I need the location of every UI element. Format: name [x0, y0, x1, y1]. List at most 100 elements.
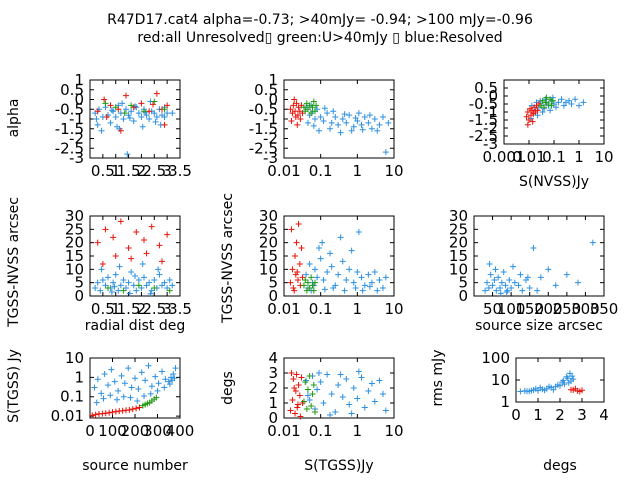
- figure-title-line2: red:all Unresolved▯ green:U>40mJy ▯ blue…: [137, 30, 502, 46]
- data-point: [328, 263, 335, 270]
- data-point: [570, 376, 577, 383]
- y-tick-label: 0.01: [51, 407, 84, 425]
- data-point: [121, 110, 128, 117]
- y-tick-label: 0: [268, 287, 278, 305]
- data-point: [153, 394, 160, 401]
- y-tick-label: -1.5: [249, 120, 278, 138]
- data-point: [115, 387, 122, 394]
- panels: 0.511.522.533.510.50-0.5-1-1.5-2-2.5-3al…: [6, 71, 618, 474]
- data-point: [385, 119, 392, 126]
- data-point: [365, 119, 372, 126]
- data-point: [111, 378, 118, 385]
- data-point: [545, 266, 552, 273]
- panel-p1: 0.511.522.533.510.50-0.5-1-1.5-2-2.5-3al…: [6, 71, 192, 180]
- data-point: [368, 279, 375, 286]
- data-point: [294, 121, 301, 128]
- data-point: [303, 406, 310, 412]
- data-point: [332, 409, 339, 415]
- data-point: [314, 386, 321, 393]
- data-point: [492, 266, 499, 273]
- data-point: [554, 381, 561, 388]
- data-point: [545, 101, 552, 107]
- data-point: [311, 108, 318, 115]
- x-tick-label: 150: [515, 300, 544, 318]
- data-point: [287, 407, 294, 414]
- data-point: [319, 239, 326, 246]
- data-point: [306, 261, 313, 267]
- data-point: [287, 279, 294, 286]
- y-axis-label: degs: [220, 371, 236, 405]
- data-point: [328, 391, 335, 397]
- y-axis-label: rms mJy: [430, 350, 446, 407]
- data-point: [311, 116, 318, 122]
- data-point: [343, 119, 350, 126]
- data-point: [156, 271, 163, 278]
- data-point: [164, 102, 171, 109]
- data-point: [374, 287, 381, 294]
- data-point: [310, 122, 317, 129]
- data-point: [310, 287, 317, 294]
- data-point: [569, 373, 576, 380]
- series-green: [139, 394, 160, 409]
- x-tick-label: 0.5: [91, 300, 115, 318]
- data-point: [150, 101, 156, 108]
- data-point: [92, 285, 99, 291]
- data-point: [143, 282, 150, 289]
- data-point: [92, 411, 99, 418]
- data-point: [528, 107, 535, 114]
- data-point: [526, 117, 532, 123]
- data-point: [93, 399, 100, 406]
- y-tick-label: 15: [449, 247, 468, 265]
- y-tick-label: -3: [263, 149, 278, 167]
- y-tick-label: 2: [268, 379, 278, 397]
- data-point: [498, 279, 505, 286]
- x-axis-label: source number: [82, 458, 188, 474]
- y-tick-label: 10: [65, 260, 84, 278]
- data-point: [524, 121, 531, 128]
- data-point: [328, 119, 335, 126]
- data-point: [135, 110, 142, 117]
- x-axis-label: S(NVSS)Jy: [519, 174, 589, 190]
- data-point: [358, 121, 365, 128]
- data-point: [491, 277, 498, 283]
- plot-frame: [473, 215, 605, 297]
- data-point: [330, 285, 337, 291]
- series-red: [94, 90, 171, 134]
- data-point: [308, 274, 315, 281]
- data-point: [304, 386, 311, 393]
- data-point: [313, 102, 320, 109]
- data-point: [564, 375, 571, 382]
- data-point: [164, 231, 171, 238]
- x-tick-label: 3.5: [168, 162, 192, 180]
- plot-frame: [89, 215, 181, 297]
- plot-frame: [515, 357, 605, 403]
- data-point: [321, 105, 328, 112]
- x-tick-label: 1: [533, 406, 543, 424]
- data-point: [350, 385, 357, 391]
- data-point: [164, 110, 171, 117]
- data-point: [374, 127, 381, 134]
- data-point: [560, 377, 567, 384]
- data-point: [315, 245, 322, 251]
- data-point: [324, 110, 331, 117]
- x-tick-label: 3: [577, 406, 587, 424]
- data-point: [541, 387, 548, 394]
- data-point: [293, 371, 300, 378]
- data-point: [107, 119, 114, 126]
- data-point: [143, 250, 150, 257]
- data-point: [379, 114, 386, 121]
- data-point: [145, 362, 152, 369]
- data-point: [166, 277, 173, 283]
- data-point: [294, 277, 301, 283]
- data-point: [359, 126, 366, 133]
- x-axis-label: radial dist deg: [85, 318, 185, 334]
- series-red: [523, 101, 542, 128]
- data-point: [123, 285, 129, 291]
- data-point: [487, 271, 494, 278]
- data-point: [288, 226, 295, 233]
- data-point: [303, 287, 310, 294]
- data-point: [128, 108, 135, 115]
- x-tick-label: 200: [534, 300, 563, 318]
